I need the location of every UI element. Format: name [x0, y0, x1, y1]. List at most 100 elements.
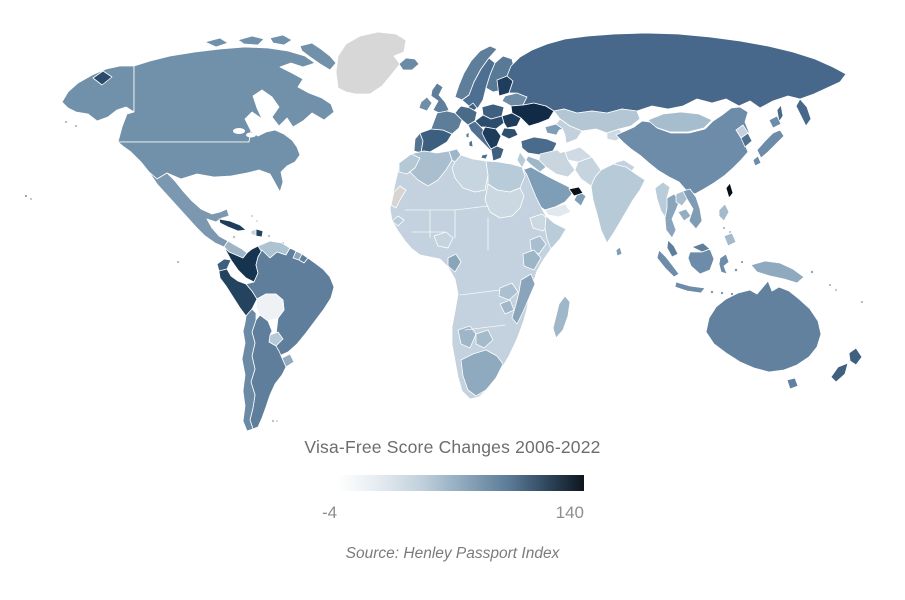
region-nigeria[interactable]	[433, 231, 454, 249]
region-kamchatka[interactable]	[795, 98, 812, 127]
canadian-arctic-island[interactable]	[204, 37, 229, 48]
region-senegal[interactable]	[391, 215, 405, 227]
region-algeria[interactable]	[409, 150, 453, 187]
indonesian-island[interactable]	[720, 291, 724, 295]
region-borneo[interactable]	[687, 248, 715, 275]
region-india[interactable]	[590, 163, 646, 244]
region-taiwan[interactable]	[725, 182, 734, 199]
region-malaysia[interactable]	[666, 239, 679, 258]
caribbean-island[interactable]	[255, 219, 259, 223]
aleutian-island[interactable]	[64, 120, 68, 124]
region-somalia[interactable]	[544, 215, 567, 250]
region-south-africa[interactable]	[460, 349, 504, 397]
region-cambodia[interactable]	[677, 208, 692, 222]
canadian-arctic-island[interactable]	[237, 35, 265, 46]
falkland-island[interactable]	[275, 419, 279, 423]
hawaii-island[interactable]	[29, 197, 33, 201]
region-bolivia[interactable]	[255, 293, 285, 322]
region-arctic-island[interactable]	[92, 70, 113, 86]
region-japan-hokkaido[interactable]	[768, 115, 782, 129]
pacific-island[interactable]	[810, 269, 815, 274]
region-java[interactable]	[674, 281, 706, 294]
region-ecuador[interactable]	[216, 258, 232, 272]
indonesian-island[interactable]	[730, 292, 734, 296]
region-uk[interactable]	[430, 82, 450, 115]
indonesian-island[interactable]	[734, 267, 739, 272]
indonesian-island[interactable]	[740, 260, 744, 264]
region-sicily[interactable]	[480, 153, 489, 160]
region-sudan[interactable]	[484, 183, 525, 219]
region-corsica[interactable]	[465, 131, 470, 139]
falkland-island[interactable]	[270, 418, 275, 423]
region-japan-kyushu[interactable]	[752, 155, 762, 167]
region-vietnam[interactable]	[682, 188, 703, 230]
region-greece[interactable]	[490, 145, 505, 162]
region-zambia[interactable]	[498, 282, 519, 301]
region-gabon[interactable]	[447, 253, 462, 273]
region-mexico[interactable]	[148, 171, 230, 248]
region-philippines-mindanao[interactable]	[723, 232, 737, 247]
region-japan-honshu[interactable]	[756, 129, 785, 159]
legend-gradient-bar	[337, 475, 584, 491]
indonesian-island[interactable]	[710, 290, 714, 294]
aleutian-island[interactable]	[74, 124, 78, 128]
region-france[interactable]	[430, 110, 463, 135]
region-western-sahara[interactable]	[390, 185, 407, 209]
region-botswana[interactable]	[475, 329, 494, 349]
region-sulawesi[interactable]	[718, 253, 730, 275]
region-south-korea[interactable]	[740, 132, 753, 148]
region-iceland[interactable]	[398, 57, 420, 71]
region-spain[interactable]	[419, 128, 453, 154]
region-yemen[interactable]	[544, 203, 572, 218]
region-balkans[interactable]	[481, 126, 502, 150]
region-canada[interactable]	[117, 46, 335, 143]
region-tanzania[interactable]	[522, 249, 542, 271]
legend-labels: -4 140	[322, 503, 584, 523]
region-namibia[interactable]	[457, 325, 477, 349]
region-zimbabwe[interactable]	[499, 299, 515, 315]
region-russia[interactable]	[506, 32, 847, 114]
region-jamaica[interactable]	[231, 234, 236, 239]
region-sri-lanka[interactable]	[615, 246, 623, 257]
chart-title: Visa-Free Score Changes 2006-2022	[304, 437, 601, 457]
region-philippines-luzon[interactable]	[718, 203, 730, 222]
region-mongolia[interactable]	[647, 111, 713, 133]
region-cuba[interactable]	[218, 218, 247, 232]
pacific-island[interactable]	[860, 300, 864, 304]
region-kenya[interactable]	[529, 235, 547, 255]
region-mozambique[interactable]	[511, 273, 536, 325]
canadian-arctic-island[interactable]	[299, 42, 337, 71]
region-dominican-republic[interactable]	[255, 228, 264, 238]
region-madagascar[interactable]	[552, 295, 571, 339]
legend-min-label: -4	[322, 503, 338, 522]
region-new-zealand-north[interactable]	[848, 347, 863, 366]
hawaii-island[interactable]	[24, 194, 28, 198]
region-peru[interactable]	[218, 268, 258, 317]
region-pakistan[interactable]	[574, 156, 602, 187]
caspian-sea	[556, 129, 566, 153]
region-new-zealand-south[interactable]	[830, 362, 849, 383]
region-chile[interactable]	[241, 308, 257, 432]
region-sardinia[interactable]	[468, 139, 474, 148]
region-uae[interactable]	[568, 186, 584, 197]
region-libya[interactable]	[451, 154, 489, 193]
pacific-island[interactable]	[834, 288, 838, 292]
philippine-island[interactable]	[722, 226, 726, 230]
pacific-island[interactable]	[828, 283, 832, 287]
region-greenland[interactable]	[335, 31, 407, 95]
region-ireland[interactable]	[418, 96, 433, 112]
country-borders	[404, 205, 506, 331]
region-australia[interactable]	[705, 280, 822, 373]
region-papua-new-guinea[interactable]	[750, 260, 805, 284]
region-bulgaria[interactable]	[500, 127, 519, 140]
region-haiti[interactable]	[250, 228, 257, 237]
region-brazil[interactable]	[245, 247, 335, 357]
canadian-arctic-island[interactable]	[269, 34, 293, 46]
galapagos-island[interactable]	[176, 260, 180, 264]
caribbean-island[interactable]	[250, 214, 254, 218]
region-sumatra[interactable]	[656, 249, 680, 278]
region-tasmania[interactable]	[786, 377, 799, 390]
caribbean-island[interactable]	[267, 234, 271, 238]
region-alaska[interactable]	[61, 65, 135, 122]
